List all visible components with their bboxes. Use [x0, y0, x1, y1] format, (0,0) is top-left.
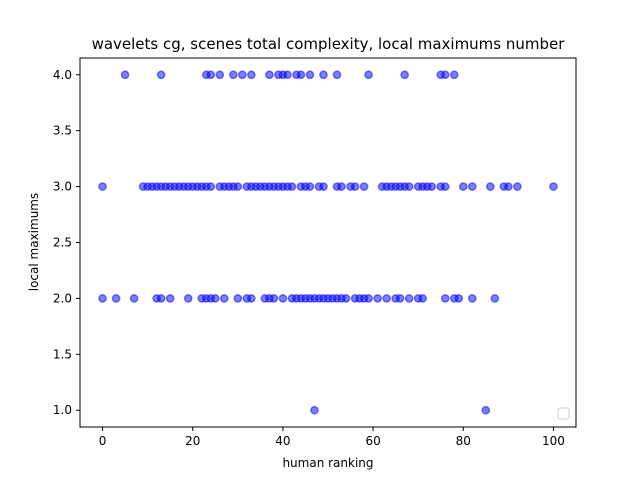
- data-point: [481, 405, 491, 415]
- data-point: [305, 182, 315, 191]
- data-point: [337, 182, 346, 191]
- data-point: [449, 70, 459, 80]
- x-tick-label: 0: [99, 434, 107, 448]
- x-axis-label: human ranking: [282, 456, 373, 470]
- data-point: [228, 70, 238, 80]
- data-point: [310, 405, 319, 415]
- data-point: [485, 182, 495, 191]
- x-tick-label: 60: [365, 434, 380, 448]
- data-point: [265, 70, 274, 80]
- data-point: [418, 294, 428, 303]
- data-point: [364, 294, 373, 303]
- data-point: [206, 70, 216, 80]
- data-point: [549, 182, 558, 191]
- data-point: [513, 182, 522, 191]
- data-point: [454, 294, 464, 303]
- data-point: [490, 294, 500, 303]
- data-point: [278, 294, 288, 303]
- data-point: [120, 70, 130, 80]
- data-point: [183, 294, 193, 303]
- data-point: [350, 182, 360, 191]
- data-point: [467, 294, 477, 303]
- data-point: [156, 294, 166, 303]
- data-point: [440, 294, 450, 303]
- data-point: [400, 70, 410, 80]
- data-point: [246, 294, 256, 303]
- x-tick-label: 80: [456, 434, 471, 448]
- y-tick-label: 2.0: [53, 291, 72, 305]
- data-point: [165, 294, 175, 303]
- data-point: [504, 182, 513, 191]
- chart-title: wavelets cg, scenes total complexity, lo…: [92, 35, 566, 53]
- data-point: [373, 294, 382, 303]
- x-tick-label: 40: [275, 434, 290, 448]
- data-point: [233, 294, 243, 303]
- data-point: [305, 70, 315, 80]
- data-point: [111, 294, 121, 303]
- y-tick-label: 1.5: [53, 347, 72, 361]
- x-tick-label: 100: [542, 434, 565, 448]
- data-point: [458, 182, 468, 191]
- data-point: [269, 294, 279, 303]
- y-tick-label: 3.0: [53, 180, 72, 194]
- data-point: [129, 294, 139, 303]
- data-point: [427, 182, 437, 191]
- data-point: [237, 70, 247, 80]
- data-point: [219, 294, 229, 303]
- y-tick-label: 3.5: [53, 124, 72, 138]
- data-point: [341, 294, 351, 303]
- data-point: [404, 294, 414, 303]
- y-tick-label: 2.5: [53, 236, 72, 250]
- data-point: [395, 294, 405, 303]
- data-point: [382, 294, 391, 303]
- data-point: [233, 182, 243, 191]
- data-point: [332, 70, 342, 80]
- data-point: [319, 182, 328, 191]
- data-point: [440, 70, 450, 80]
- data-point: [404, 182, 414, 191]
- data-point: [287, 182, 297, 191]
- data-point: [246, 70, 256, 80]
- data-point: [364, 70, 373, 80]
- data-point: [156, 70, 166, 80]
- axes-frame: [79, 57, 577, 428]
- data-point: [283, 70, 292, 80]
- data-point: [467, 182, 477, 191]
- y-axis-label: local maximums: [27, 193, 41, 292]
- plot-area: [98, 70, 558, 415]
- x-axis: 0 20 40 60 80 100: [99, 427, 565, 448]
- legend-box: [557, 407, 570, 420]
- y-tick-label: 4.0: [53, 68, 72, 82]
- x-tick-label: 20: [185, 434, 200, 448]
- data-point: [98, 182, 107, 191]
- data-point: [440, 182, 450, 191]
- data-point: [319, 70, 328, 80]
- data-point: [210, 294, 220, 303]
- data-point: [359, 182, 369, 191]
- data-point: [215, 70, 225, 80]
- y-tick-label: 1.0: [53, 403, 72, 417]
- y-axis: 1.0 1.5 2.0 2.5 3.0 3.5 4.0: [53, 68, 80, 417]
- data-point: [296, 70, 306, 80]
- data-point: [206, 182, 216, 191]
- data-point: [98, 294, 107, 303]
